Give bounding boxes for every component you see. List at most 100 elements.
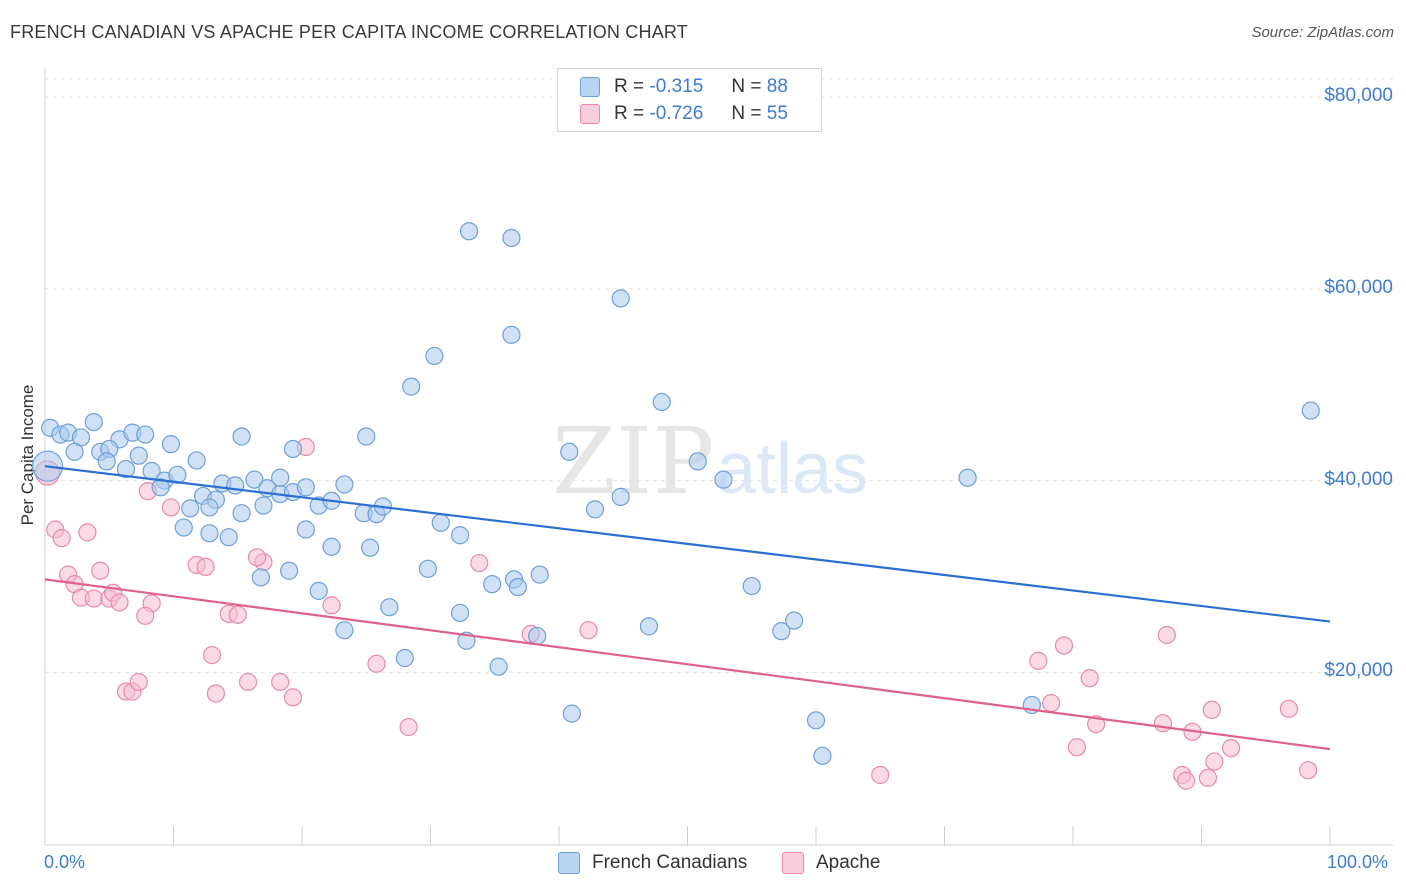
legend-n-label: N = xyxy=(731,76,762,97)
french-canadian-point xyxy=(357,427,376,446)
french-canadian-point xyxy=(97,452,116,471)
apache-point xyxy=(161,498,181,517)
french-canadian-point xyxy=(450,603,470,623)
apache-point xyxy=(1176,771,1196,790)
french-canadian-point xyxy=(502,228,521,248)
french-canadian-point xyxy=(785,611,804,630)
legend-swatch-pink xyxy=(580,104,600,124)
watermark-atlas: atlas xyxy=(716,429,868,509)
legend-r-label: R = xyxy=(614,76,645,97)
french-canadian-point xyxy=(431,513,450,532)
legend-r-value: -0.726 xyxy=(649,103,704,124)
apache-point xyxy=(871,765,890,785)
series-legend-french-canadians[interactable]: French Canadians xyxy=(558,852,747,874)
stats-legend: R = -0.315 N = 88 R = -0.726 N = 55 xyxy=(557,68,822,132)
series-legend-label: Apache xyxy=(816,852,881,873)
french-canadian-point xyxy=(116,459,136,479)
y-tick-label: $40,000 xyxy=(1324,468,1393,490)
apache-point xyxy=(196,557,215,576)
french-canadian-point xyxy=(402,377,421,396)
french-canadian-point xyxy=(254,496,273,515)
apache-point xyxy=(399,717,418,737)
french-canadian-point xyxy=(200,524,219,543)
french-canadian-point xyxy=(168,465,187,484)
apache-trend-line xyxy=(44,578,1331,751)
apache-point xyxy=(1042,693,1061,713)
french-canadian-point xyxy=(232,504,251,523)
french-canadian-point xyxy=(335,621,354,640)
apache-point xyxy=(1198,768,1218,787)
french-canadian-point xyxy=(418,559,438,578)
french-canadian-point xyxy=(335,475,354,494)
french-canadian-point xyxy=(639,617,659,636)
french-canadian-point xyxy=(508,577,527,597)
y-tick-label: $60,000 xyxy=(1324,276,1393,298)
x-tick-label-min: 0.0% xyxy=(44,852,86,872)
french-canadian-point xyxy=(958,468,977,487)
apache-point xyxy=(1029,651,1048,670)
french-canadian-point xyxy=(181,499,200,518)
french-canadian-point xyxy=(65,442,84,461)
apache-point xyxy=(110,593,129,612)
french-canadian-point xyxy=(742,576,761,596)
series-legend: French Canadians Apache xyxy=(0,852,1406,878)
french-canadian-point xyxy=(483,575,502,594)
french-canadian-point xyxy=(530,565,549,584)
french-canadian-point xyxy=(652,392,671,412)
apache-point xyxy=(322,596,341,615)
french-canadian-point xyxy=(309,581,328,600)
french-canadian-point xyxy=(450,526,470,545)
y-tick-label: $20,000 xyxy=(1324,660,1393,682)
french-canadian-point xyxy=(585,500,605,519)
french-canadian-point xyxy=(459,222,479,241)
french-canadian-point xyxy=(271,468,290,487)
apache-point xyxy=(579,621,598,640)
french-canadian-point xyxy=(187,451,206,470)
legend-row-french-canadians: R = -0.315 N = 88 xyxy=(580,74,788,100)
grid-lines xyxy=(45,78,1393,673)
apache-point xyxy=(91,561,110,580)
french-canadian-point xyxy=(1301,401,1320,420)
french-canadian-point xyxy=(283,439,303,459)
legend-n-value: 55 xyxy=(766,103,788,124)
apache-point xyxy=(271,672,290,692)
french-canadian-point xyxy=(813,746,832,765)
french-canadian-point xyxy=(174,518,193,537)
apache-point xyxy=(84,589,103,608)
french-canadian-point xyxy=(296,520,315,539)
french-canadian-point xyxy=(129,446,148,465)
apache-point xyxy=(247,548,267,567)
french-canadian-point xyxy=(361,538,380,557)
apache-point xyxy=(52,529,71,548)
apache-point xyxy=(283,688,303,707)
french-canadian-point xyxy=(161,435,181,454)
french-canadian-point xyxy=(232,427,251,446)
french-canadian-point xyxy=(296,478,315,497)
series-legend-label: French Canadians xyxy=(592,852,748,873)
french-canadian-point xyxy=(245,470,264,489)
french-canadian-point xyxy=(151,478,170,497)
french-canadian-point xyxy=(562,704,581,723)
french-canadian-point xyxy=(688,452,707,471)
french-canadian-point xyxy=(280,561,299,580)
apache-point xyxy=(129,672,148,692)
apache-point xyxy=(1080,669,1099,688)
french-canadian-point xyxy=(136,425,155,444)
french-canadian-point xyxy=(772,622,791,641)
watermark: ZIP atlas xyxy=(552,408,868,515)
apache-point xyxy=(78,523,97,542)
french-canadian-point xyxy=(611,487,630,506)
apache-point xyxy=(1067,738,1086,757)
french-canadian-point xyxy=(489,657,508,676)
apache-point xyxy=(202,646,222,665)
french-canadian-point xyxy=(528,626,547,646)
legend-r-value: -0.315 xyxy=(649,76,704,97)
french-canadian-points xyxy=(31,222,1320,765)
apache-point xyxy=(1054,636,1074,655)
apache-point xyxy=(238,672,258,692)
apache-point xyxy=(1205,752,1224,771)
x-tick-label-max: 100.0% xyxy=(1327,852,1389,872)
apache-point xyxy=(1153,714,1173,733)
french-canadian-point xyxy=(502,325,521,344)
series-legend-apache[interactable]: Apache xyxy=(782,852,880,874)
